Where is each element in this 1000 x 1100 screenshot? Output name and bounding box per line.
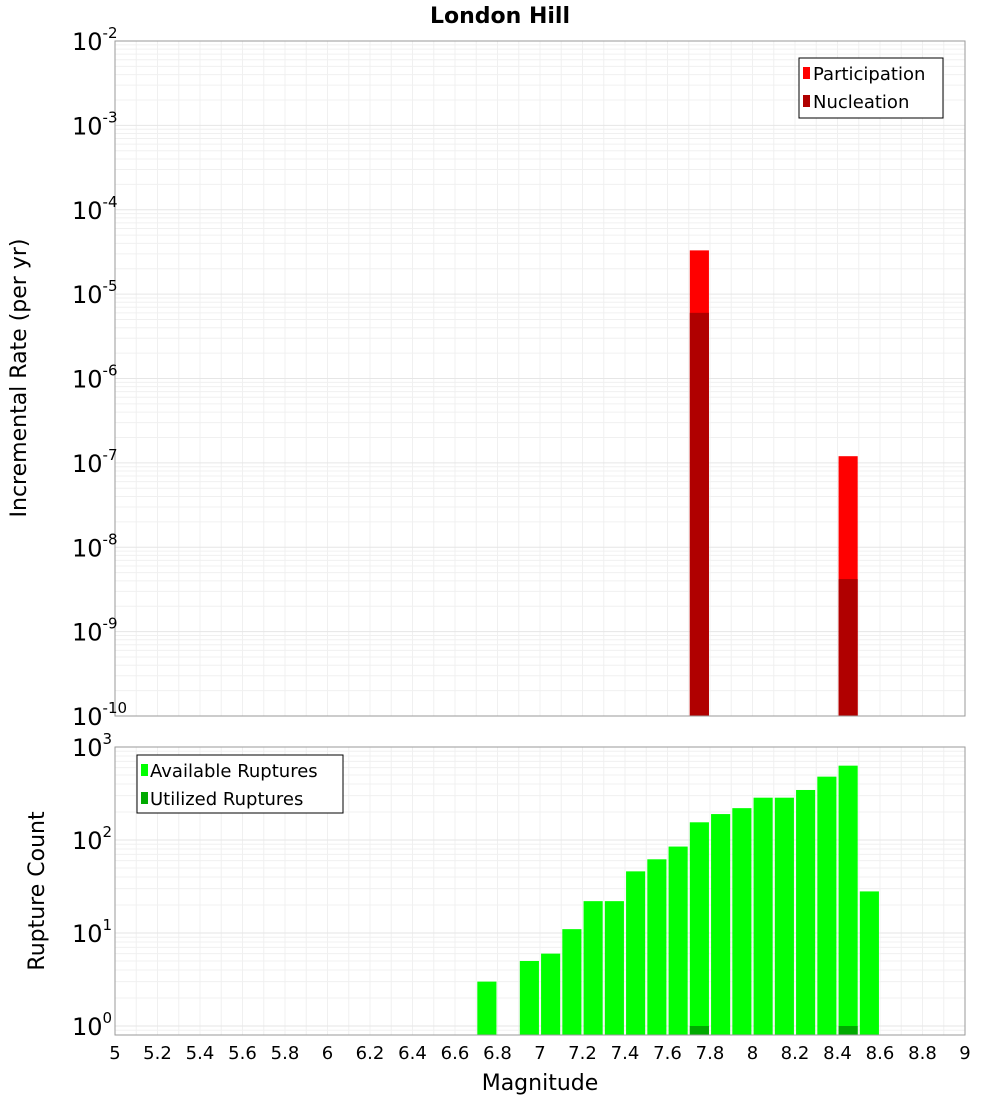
legend-swatch-participation [803,67,810,79]
rate-grid [114,41,966,717]
count-legend-box [136,754,344,814]
chart-title: London Hill [430,4,570,29]
rate-y-tick-label: 10-8 [72,530,118,562]
available-ruptures-bar [732,808,752,1035]
available-ruptures-bar [626,871,646,1035]
available-ruptures-bar [647,859,667,1035]
rate-y-axis-label: Incremental Rate (per yr) [7,239,32,518]
x-tick-label: 6.6 [441,1043,470,1064]
count-y-axis-label: Rupture Count [25,811,50,971]
legend-swatch-nucleation [803,95,810,107]
rate-y-tick-label: 10-2 [72,24,118,56]
available-ruptures-bar [838,765,858,1035]
legend-label-nucleation: Nucleation [813,92,909,113]
rate-y-tick-label: 10-5 [72,277,118,309]
rate-panel: 10-2 10-3 10-4 10-5 10-6 10-7 10-8 10-9 10-10 In… [7,24,966,731]
count-y-tick-label: 101 [72,916,112,948]
x-tick-label: 8.2 [781,1043,810,1064]
legend-label-utilized: Utilized Ruptures [150,789,303,810]
x-tick-label: 7 [534,1043,545,1064]
legend-swatch-available [141,764,148,776]
x-tick-label: 7.6 [653,1043,682,1064]
count-y-tick-label: 100 [72,1009,112,1041]
available-ruptures-bar [774,797,794,1035]
x-tick-label: 5.8 [271,1043,300,1064]
x-tick-label: 6 [322,1043,333,1064]
x-tick-label: 6.2 [356,1043,385,1064]
available-ruptures-bar [689,822,709,1035]
rate-legend-box [798,57,944,119]
x-tick-label: 7.8 [696,1043,725,1064]
rate-y-tick-label: 10-7 [72,446,118,478]
rate-y-tick-label: 10-9 [72,615,118,647]
nucleation-bar [689,312,709,716]
rate-y-ticks: 10-2 10-3 10-4 10-5 10-6 10-7 10-8 10-9 10-10 [72,24,127,731]
x-tick-label: 5 [109,1043,120,1064]
utilized-ruptures-bar [838,1026,858,1035]
x-axis-label: Magnitude [482,1071,599,1096]
x-tick-label: 7.2 [568,1043,597,1064]
rate-bars [689,250,858,717]
available-ruptures-bar [477,981,497,1035]
count-plot-frame [114,746,966,1036]
x-tick-label: 5.6 [228,1043,257,1064]
x-tick-label: 9 [959,1043,970,1064]
available-ruptures-bar [817,776,837,1035]
count-y-ticks: 103 102 101 100 [72,730,112,1041]
count-bars [477,765,879,1035]
count-legend: Available Ruptures Utilized Ruptures [136,754,344,814]
count-y-tick-label: 102 [72,823,112,855]
available-ruptures-bar [668,846,688,1035]
available-ruptures-bar [711,814,731,1035]
x-tick-label: 8 [747,1043,758,1064]
x-tick-label: 5.2 [143,1043,172,1064]
available-ruptures-bar [541,953,561,1035]
x-tick-label: 6.8 [483,1043,512,1064]
x-tick-label: 8.8 [908,1043,937,1064]
available-ruptures-bar [753,797,773,1035]
rate-plot-frame [114,40,966,717]
rate-y-tick-label: 10-10 [72,699,127,731]
count-y-tick-label: 103 [72,730,112,762]
legend-label-participation: Participation [813,64,925,85]
count-panel: 103 102 101 100 5 5.2 5.4 5.6 5.8 6 6.2 6.4 6.6 6.8 7… [25,730,971,1096]
count-x-ticks: 5 5.2 5.4 5.6 5.8 6 6.2 6.4 6.6 6.8 7 7.2 7.4 7.6 7.8 8… [109,1043,970,1064]
x-tick-label: 5.4 [186,1043,215,1064]
legend-swatch-utilized [141,792,148,804]
x-tick-label: 8.4 [823,1043,852,1064]
x-tick-label: 6.4 [398,1043,427,1064]
available-ruptures-bar [604,901,624,1035]
rate-y-tick-label: 10-6 [72,362,118,394]
rate-y-tick-label: 10-3 [72,108,118,140]
x-tick-label: 8.6 [866,1043,895,1064]
x-tick-label: 7.4 [611,1043,640,1064]
available-ruptures-bar [583,901,603,1035]
utilized-ruptures-bar [689,1026,709,1035]
available-ruptures-bar [562,929,582,1035]
available-ruptures-bar [859,891,879,1035]
available-ruptures-bar [796,789,816,1035]
legend-label-available: Available Ruptures [150,761,318,782]
nucleation-bar [838,579,858,716]
rate-y-tick-label: 10-4 [72,193,118,225]
available-ruptures-bar [519,960,539,1035]
rate-legend: Participation Nucleation [798,57,944,119]
